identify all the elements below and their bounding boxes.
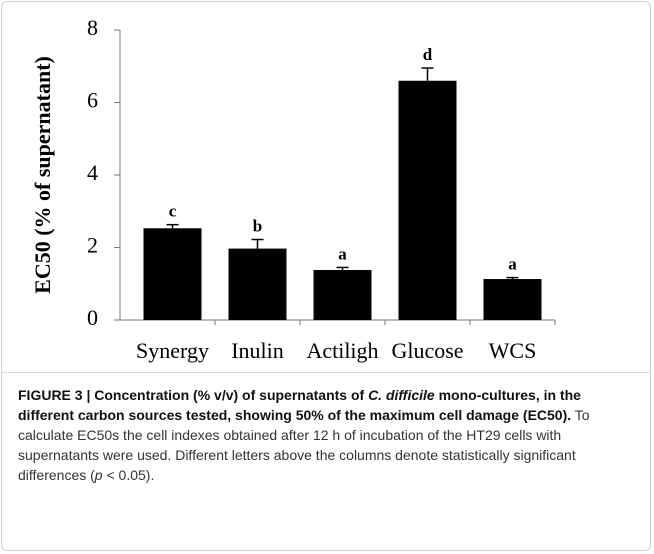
separator bbox=[2, 372, 650, 373]
significance-letter: a bbox=[508, 254, 517, 273]
caption-text: To calculate EC50s the cell indexes obta… bbox=[18, 407, 590, 483]
y-tick-label: 2 bbox=[87, 233, 98, 258]
significance-letter: a bbox=[338, 244, 347, 263]
bar bbox=[313, 269, 372, 320]
x-tick-label: Actiligh bbox=[306, 338, 378, 363]
bar bbox=[483, 279, 542, 320]
caption: FIGURE 3 | Concentration (% v/v) of supe… bbox=[18, 385, 638, 485]
x-tick-label: Inulin bbox=[231, 338, 284, 363]
caption-text: FIGURE 3 | Concentration (% v/v) of supe… bbox=[18, 387, 369, 403]
bar bbox=[228, 248, 287, 320]
x-tick-label: Synergy bbox=[136, 338, 209, 363]
y-tick-label: 4 bbox=[87, 160, 98, 185]
bar bbox=[143, 228, 202, 320]
caption-text: < 0.05). bbox=[102, 467, 155, 483]
significance-letter: d bbox=[423, 45, 433, 64]
significance-letter: b bbox=[253, 216, 262, 235]
x-tick-label: WCS bbox=[489, 338, 537, 363]
y-tick-label: 0 bbox=[87, 305, 98, 330]
caption-text: p bbox=[94, 467, 103, 483]
bar bbox=[398, 80, 457, 320]
chart: EC50 (% of supernatant) 0 2 4 6 8 Synergy c Inu… bbox=[30, 15, 556, 363]
significance-letter: c bbox=[169, 202, 177, 221]
y-tick-label: 8 bbox=[87, 15, 98, 40]
y-tick-label: 6 bbox=[87, 88, 98, 113]
caption-text: mono-cultures, in the different carbon s… bbox=[18, 387, 581, 423]
caption-text: C. difficile bbox=[368, 387, 435, 403]
x-tick-label: Glucose bbox=[391, 338, 463, 363]
y-axis-label: EC50 (% of supernatant) bbox=[30, 56, 55, 294]
